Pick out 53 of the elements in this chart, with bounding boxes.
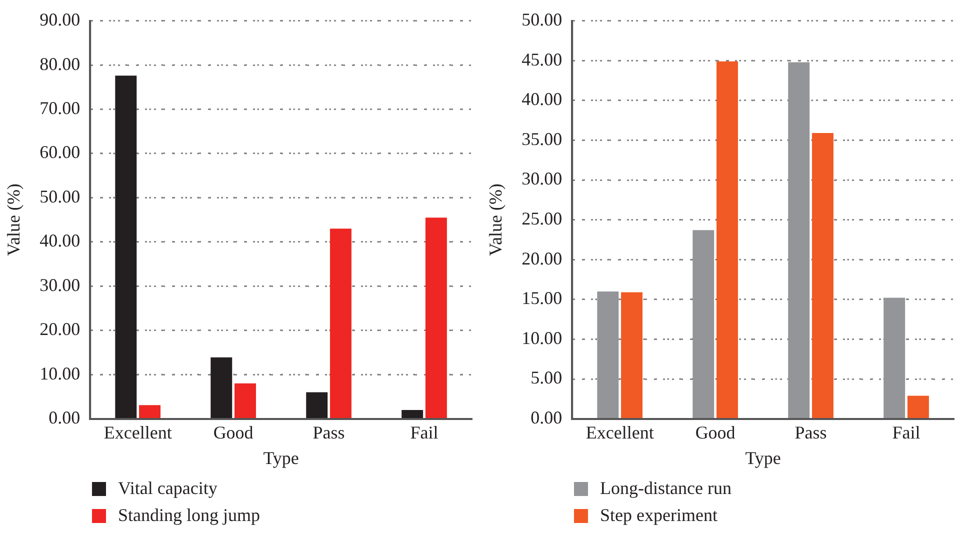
y-axis-title: Value (%) [486, 184, 506, 256]
x-tick-label: Fail [410, 422, 438, 442]
y-tick-label: 5.00 [530, 368, 562, 388]
bar [692, 230, 714, 418]
bar [884, 298, 906, 418]
y-tick-label: 25.00 [522, 208, 562, 229]
legend-label: Standing long jump [118, 505, 260, 526]
y-tick-label: 60.00 [40, 142, 80, 162]
bar [788, 62, 810, 418]
bar [425, 218, 447, 418]
bar [115, 76, 137, 418]
bar [306, 392, 328, 418]
bar [716, 61, 738, 418]
y-tick-label: 40.00 [522, 89, 562, 110]
y-tick-label: 10.00 [522, 328, 562, 348]
x-tick-label: Excellent [104, 422, 172, 442]
y-tick-label: 45.00 [522, 49, 562, 70]
y-tick-label: 70.00 [40, 98, 80, 118]
bar [139, 405, 161, 418]
legend-label: Long-distance run [600, 478, 732, 499]
x-tick-label: Pass [794, 422, 827, 442]
x-tick-label: Pass [312, 422, 345, 442]
y-axis-title: Value (%) [4, 184, 24, 256]
y-tick-label: 90.00 [40, 10, 80, 30]
y-tick-label: 20.00 [40, 319, 80, 340]
y-tick-label: 35.00 [522, 128, 562, 149]
y-tick-label: 10.00 [40, 363, 80, 384]
x-tick-label: Good [213, 422, 254, 442]
y-tick-label: 30.00 [40, 274, 80, 295]
bar [597, 291, 619, 418]
y-tick-label: 80.00 [40, 54, 80, 74]
legend-label: Step experiment [600, 505, 718, 526]
y-tick-label: 0.00 [48, 408, 80, 428]
y-tick-label: 30.00 [522, 168, 562, 189]
y-tick-label: 50.00 [522, 10, 562, 30]
bar [621, 292, 643, 418]
legend-label: Vital capacity [118, 478, 218, 499]
bar [812, 133, 834, 418]
bar [907, 396, 929, 418]
y-tick-label: 50.00 [40, 186, 80, 206]
x-tick-label: Excellent [586, 422, 654, 442]
x-axis-title: Type [263, 448, 299, 468]
x-tick-label: Fail [892, 422, 920, 442]
bar [402, 410, 424, 418]
x-axis-title: Type [745, 448, 781, 468]
x-tick-label: Good [695, 422, 736, 442]
bar [234, 383, 256, 418]
y-tick-label: 20.00 [522, 248, 562, 268]
y-tick-label: 0.00 [530, 408, 562, 428]
y-tick-label: 40.00 [40, 230, 80, 251]
bar [330, 228, 352, 418]
y-tick-label: 15.00 [522, 288, 562, 308]
bar [210, 357, 232, 418]
